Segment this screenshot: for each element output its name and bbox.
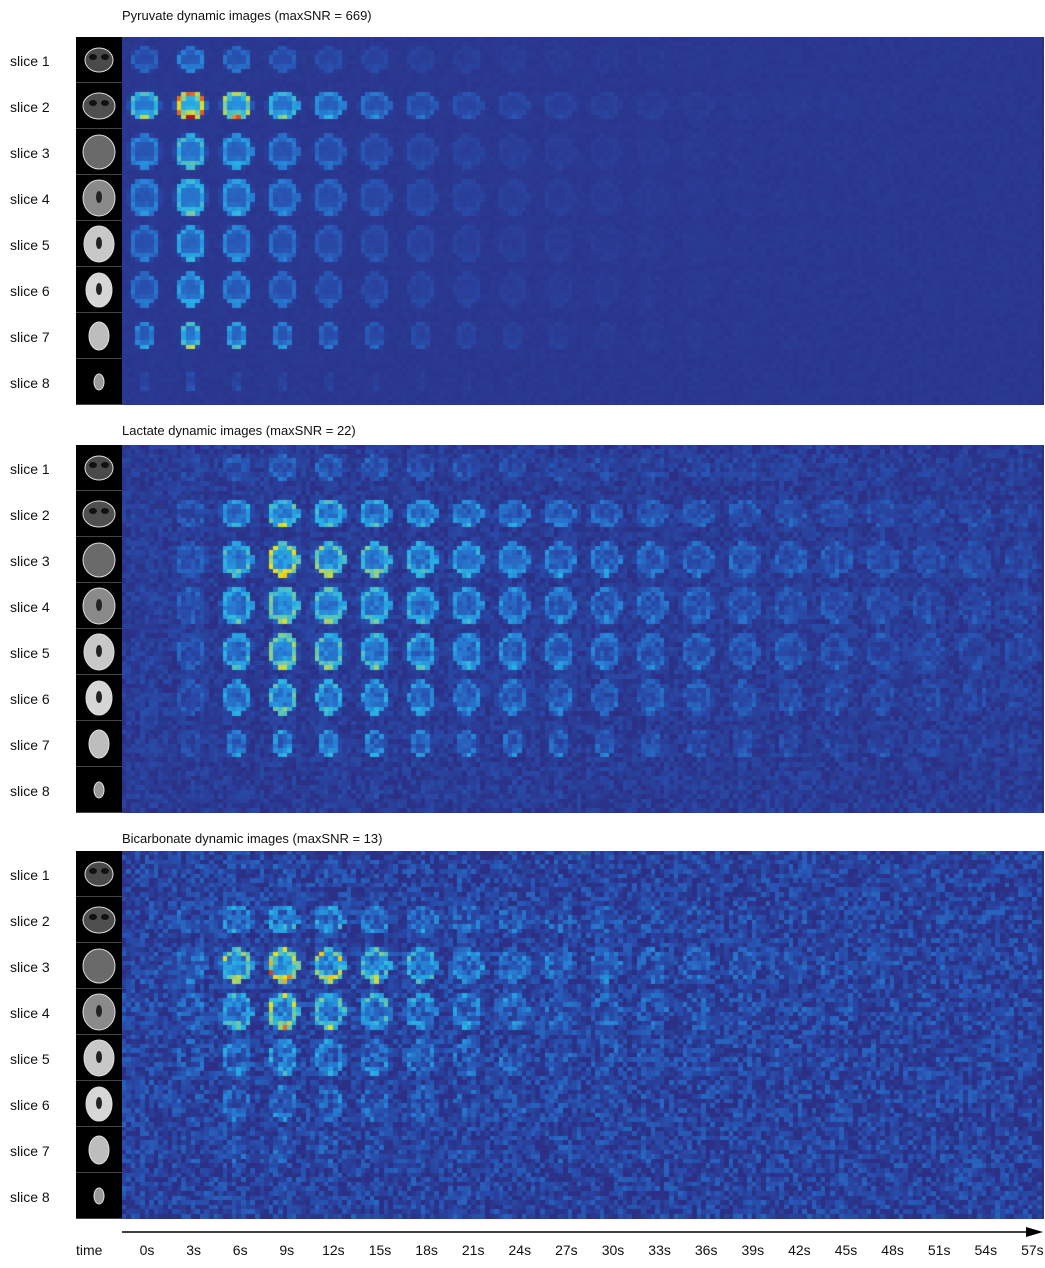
pyruvate-anatomical-column [76,37,122,405]
bicarbonate-anatomical-column [76,851,122,1219]
bicarbonate-dynamic-heatmap [122,851,1044,1219]
brain-mri-icon [76,313,122,359]
pyruvate-slice-label-5: slice 5 [10,237,50,253]
brain-mri-icon [76,221,122,267]
pyruvate-slice-label-1: slice 1 [10,53,50,69]
time-axis-arrow [122,1227,1043,1237]
time-tick-0: 0s [139,1242,155,1258]
time-tick-6: 18s [415,1242,438,1258]
pyruvate-slice-label-7: slice 7 [10,329,50,345]
brain-mri-icon [76,1035,122,1081]
brain-mri-icon [76,675,122,721]
brain-mri-icon [76,1081,122,1127]
lactate-slice-label-2: slice 2 [10,507,50,523]
brain-mri-icon [76,37,122,83]
time-axis-label: time [76,1242,103,1258]
bicarbonate-slice-label-5: slice 5 [10,1051,50,1067]
brain-mri-icon [76,83,122,129]
bicarbonate-slice-label-2: slice 2 [10,913,50,929]
pyruvate-slice-label-8: slice 8 [10,375,50,391]
time-tick-14: 42s [788,1242,811,1258]
pyruvate-dynamic-heatmap [122,37,1044,405]
lactate-panel-title: Lactate dynamic images (maxSNR = 22) [122,423,356,438]
pyruvate-slice-label-2: slice 2 [10,99,50,115]
time-tick-15: 45s [834,1242,858,1258]
time-tick-8: 24s [508,1242,532,1258]
time-tick-11: 33s [648,1242,671,1258]
bicarbonate-slice-label-4: slice 4 [10,1005,50,1021]
bicarbonate-slice-label-7: slice 7 [10,1143,50,1159]
time-tick-5: 15s [368,1242,392,1258]
time-tick-10: 30s [601,1242,625,1258]
time-tick-18: 54s [974,1242,998,1258]
brain-mri-icon [76,1173,122,1219]
brain-mri-icon [76,721,122,767]
brain-mri-icon [76,897,122,943]
pyruvate-panel-title: Pyruvate dynamic images (maxSNR = 669) [122,8,372,23]
pyruvate-slice-label-4: slice 4 [10,191,50,207]
time-tick-16: 48s [881,1242,904,1258]
time-tick-2: 6s [232,1242,248,1258]
brain-mri-icon [76,851,122,897]
brain-mri-icon [76,175,122,221]
pyruvate-slice-label-6: slice 6 [10,283,50,299]
brain-mri-icon [76,445,122,491]
lactate-slice-label-5: slice 5 [10,645,50,661]
brain-mri-icon [76,1127,122,1173]
time-tick-9: 27s [555,1242,578,1258]
time-tick-3: 9s [279,1242,295,1258]
arrow-right-icon [1026,1227,1043,1237]
brain-mri-icon [76,583,122,629]
lactate-slice-label-6: slice 6 [10,691,50,707]
time-tick-19: 57s [1021,1242,1044,1258]
time-tick-17: 51s [927,1242,951,1258]
brain-mri-icon [76,943,122,989]
brain-mri-icon [76,767,122,813]
brain-mri-icon [76,491,122,537]
bicarbonate-slice-label-3: slice 3 [10,959,50,975]
bicarbonate-slice-label-6: slice 6 [10,1097,50,1113]
time-tick-4: 12s [322,1242,345,1258]
lactate-slice-label-4: slice 4 [10,599,50,615]
bicarbonate-panel-title: Bicarbonate dynamic images (maxSNR = 13) [122,831,383,846]
lactate-anatomical-column [76,445,122,813]
brain-mri-icon [76,629,122,675]
time-tick-1: 3s [186,1242,201,1258]
bicarbonate-slice-label-8: slice 8 [10,1189,50,1205]
lactate-slice-label-8: slice 8 [10,783,50,799]
brain-mri-icon [76,537,122,583]
time-tick-7: 21s [461,1242,485,1258]
time-tick-13: 39s [741,1242,765,1258]
brain-mri-icon [76,989,122,1035]
bicarbonate-slice-label-1: slice 1 [10,867,50,883]
brain-mri-icon [76,129,122,175]
pyruvate-slice-label-3: slice 3 [10,145,50,161]
time-tick-12: 36s [694,1242,718,1258]
lactate-dynamic-heatmap [122,445,1044,813]
brain-mri-icon [76,359,122,405]
lactate-slice-label-1: slice 1 [10,461,50,477]
lactate-slice-label-3: slice 3 [10,553,50,569]
lactate-slice-label-7: slice 7 [10,737,50,753]
brain-mri-icon [76,267,122,313]
